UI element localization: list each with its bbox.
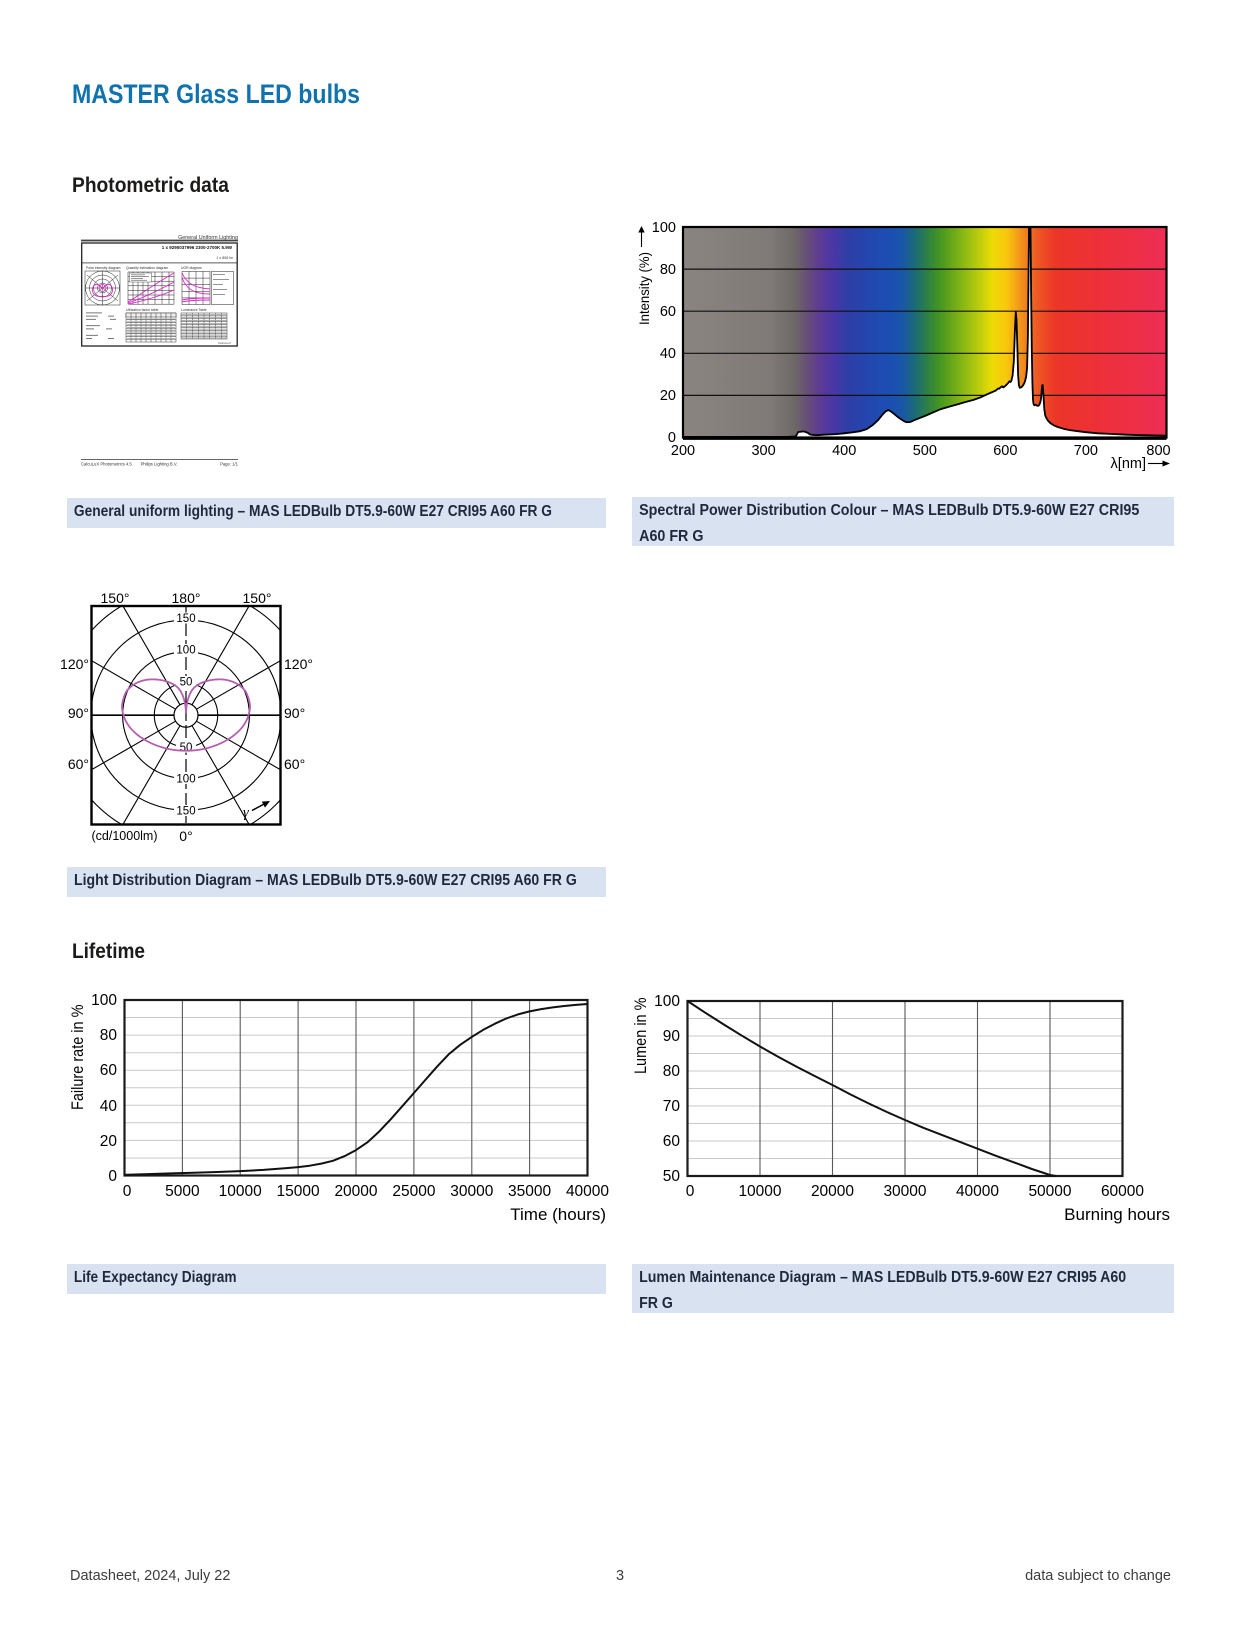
svg-text:300: 300 [751, 443, 775, 459]
svg-text:800: 800 [1146, 443, 1170, 459]
svg-text:20: 20 [100, 1133, 118, 1150]
svg-text:120°: 120° [284, 656, 313, 672]
svg-text:60: 60 [660, 304, 676, 320]
svg-text:General Uniform Lighting: General Uniform Lighting [178, 235, 238, 241]
svg-text:Page: 1/1: Page: 1/1 [220, 462, 238, 467]
svg-text:90°: 90° [68, 705, 89, 721]
svg-text:(cd/1000lm): (cd/1000lm) [92, 829, 158, 843]
svg-text:80: 80 [100, 1027, 118, 1044]
svg-text:50: 50 [180, 677, 193, 689]
svg-text:Time (hours): Time (hours) [510, 1205, 606, 1224]
svg-text:100: 100 [176, 774, 195, 786]
svg-text:20000: 20000 [811, 1183, 854, 1200]
svg-text:λ[nm]: λ[nm] [1111, 456, 1146, 472]
svg-text:Philips Lighting B.V.: Philips Lighting B.V. [141, 462, 178, 467]
svg-text:700: 700 [1074, 443, 1098, 459]
svg-text:600: 600 [993, 443, 1017, 459]
svg-text:60000: 60000 [1101, 1183, 1144, 1200]
svg-text:0: 0 [123, 1183, 132, 1200]
svg-text:35000: 35000 [508, 1183, 551, 1200]
svg-text:40: 40 [660, 346, 676, 362]
svg-text:60°: 60° [284, 756, 305, 772]
svg-text:180°: 180° [172, 590, 201, 606]
svg-text:0: 0 [668, 430, 676, 446]
svg-text:90: 90 [663, 1028, 681, 1045]
svg-text:60°: 60° [68, 756, 89, 772]
svg-text:50: 50 [180, 742, 193, 754]
svg-text:CalcuLuX Photometrics 4.5: CalcuLuX Photometrics 4.5 [81, 462, 132, 467]
svg-text:15000: 15000 [277, 1183, 320, 1200]
svg-text:60: 60 [100, 1062, 118, 1079]
svg-text:120°: 120° [60, 656, 89, 672]
svg-text:0°: 0° [179, 828, 192, 844]
svg-text:Quantity estimation diagram: Quantity estimation diagram [126, 266, 168, 270]
svg-text:20: 20 [660, 388, 676, 404]
svg-text:0: 0 [108, 1168, 117, 1185]
svg-text:1 x 9290037996 2300-2700K 5.9W: 1 x 9290037996 2300-2700K 5.9W [162, 245, 233, 250]
svg-text:150: 150 [176, 613, 195, 625]
svg-text:0: 0 [686, 1183, 695, 1200]
svg-text:30000: 30000 [883, 1183, 926, 1200]
svg-text:80: 80 [663, 1063, 681, 1080]
svg-text:Intensity (%): Intensity (%) [636, 252, 652, 325]
svg-text:70: 70 [663, 1098, 681, 1115]
svg-text:30000: 30000 [450, 1183, 493, 1200]
svg-text:50: 50 [663, 1168, 681, 1185]
svg-text:150°: 150° [243, 590, 272, 606]
svg-text:CalcuLuX: CalcuLuX [218, 341, 231, 345]
svg-text:Failure rate in %: Failure rate in % [68, 1005, 87, 1111]
svg-text:100: 100 [176, 645, 195, 657]
svg-text:Lumen in %: Lumen in % [631, 998, 650, 1075]
svg-text:1 x 806 lm: 1 x 806 lm [216, 256, 233, 260]
svg-text:40000: 40000 [956, 1183, 999, 1200]
svg-text:100: 100 [652, 220, 676, 236]
svg-text:200: 200 [671, 443, 695, 459]
svg-text:100: 100 [91, 992, 117, 1009]
svg-text:80: 80 [660, 262, 676, 278]
svg-text:150°: 150° [101, 590, 130, 606]
svg-text:γ: γ [243, 805, 250, 821]
svg-text:Luminance Table: Luminance Table [181, 308, 207, 312]
svg-text:60: 60 [663, 1133, 681, 1150]
svg-text:25000: 25000 [392, 1183, 435, 1200]
svg-text:50000: 50000 [1028, 1183, 1071, 1200]
svg-text:100: 100 [654, 993, 680, 1010]
svg-text:10000: 10000 [738, 1183, 781, 1200]
svg-text:40: 40 [100, 1098, 118, 1115]
svg-text:Polar intensity diagram: Polar intensity diagram [86, 266, 121, 270]
svg-text:20000: 20000 [334, 1183, 377, 1200]
svg-text:Utilisation factor table: Utilisation factor table [126, 308, 159, 312]
svg-text:500: 500 [913, 443, 937, 459]
svg-text:90°: 90° [284, 705, 305, 721]
svg-text:5000: 5000 [165, 1183, 200, 1200]
svg-text:UGR diagram: UGR diagram [181, 266, 202, 270]
svg-text:40000: 40000 [566, 1183, 609, 1200]
svg-text:10000: 10000 [219, 1183, 262, 1200]
svg-text:150: 150 [176, 806, 195, 818]
svg-text:400: 400 [832, 443, 856, 459]
svg-text:Burning hours: Burning hours [1064, 1205, 1170, 1224]
